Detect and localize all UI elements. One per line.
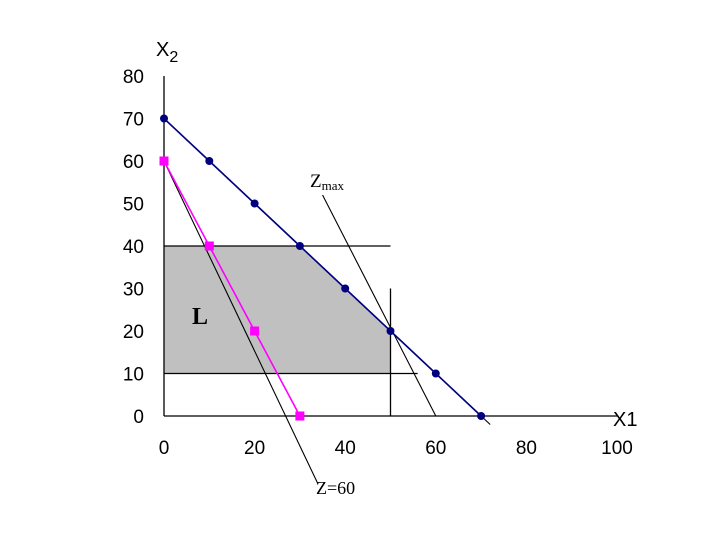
tick-labels: 0 20 40 60 80 100 0 10 20 30 40 50 60 70 80 <box>123 67 633 459</box>
region-label: L <box>192 304 208 330</box>
x-tick-label: 80 <box>516 438 537 459</box>
y-tick-label: 70 <box>123 110 144 131</box>
series-1-line <box>163 160 301 417</box>
series-0-line <box>163 117 482 417</box>
objective-line-0 <box>163 160 319 485</box>
data-points <box>159 114 486 421</box>
series-0-point <box>386 327 395 335</box>
series-1-point <box>204 241 214 251</box>
y-tick-label: 40 <box>123 237 144 258</box>
series-1-point <box>250 326 260 336</box>
x-tick-label: 40 <box>335 438 356 459</box>
z60-label: Z=60 <box>316 478 355 498</box>
x-tick-label: 100 <box>601 438 633 459</box>
series-0-point <box>205 157 214 165</box>
series-0-point <box>477 412 486 420</box>
series-0-point <box>250 199 259 208</box>
series-0-point <box>295 242 304 250</box>
y-tick-label: 30 <box>123 280 144 301</box>
series-0-point <box>160 114 168 123</box>
feasible-region <box>164 246 391 374</box>
lines-layer <box>163 117 491 485</box>
series-0-point <box>431 369 440 378</box>
axes <box>163 76 617 417</box>
y-tick-label: 80 <box>123 67 144 88</box>
series-0-point <box>341 284 350 293</box>
y-tick-label: 60 <box>123 152 144 173</box>
feasible-region-layer <box>164 246 391 374</box>
x-axis-label: X1 <box>613 409 637 431</box>
x-tick-label: 60 <box>425 438 446 459</box>
series-1-point <box>159 156 169 166</box>
y-tick-label: 20 <box>123 322 144 343</box>
objective-line-1 <box>322 194 437 417</box>
x-tick-label: 20 <box>244 438 265 459</box>
zmax-label: Zmax <box>310 171 344 193</box>
y-axis-label: X2 <box>156 39 178 66</box>
y-tick-label: 0 <box>133 407 144 428</box>
series-1-point <box>295 411 305 421</box>
x-tick-label: 0 <box>159 438 170 459</box>
y-tick-label: 50 <box>123 195 144 216</box>
y-tick-label: 10 <box>123 365 144 386</box>
